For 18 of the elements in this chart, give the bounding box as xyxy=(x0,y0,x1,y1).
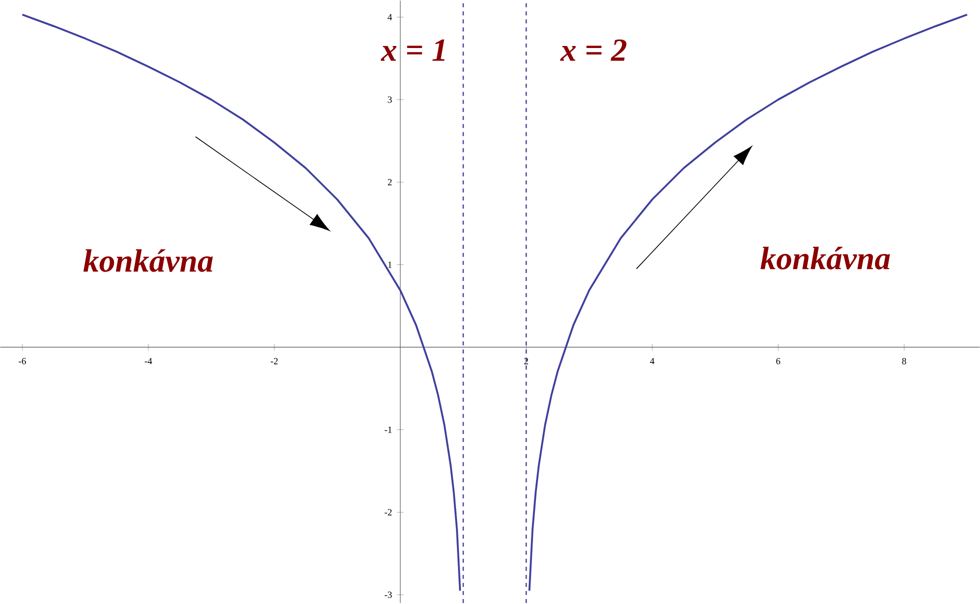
x-tick-label: 6 xyxy=(776,358,780,364)
y-tick-label: 2 xyxy=(388,179,392,186)
x-tick-label: 2 xyxy=(524,358,528,364)
y-tick-label: -3 xyxy=(384,592,392,598)
y-tick-label: -2 xyxy=(384,509,392,516)
ref-line-label: x = 1 xyxy=(380,40,444,61)
y-tick-label: 4 xyxy=(388,14,392,20)
x-tick-label: -2 xyxy=(270,358,278,364)
y-tick-label: 3 xyxy=(388,96,392,103)
x-tick-label: 8 xyxy=(902,358,906,364)
ref-line-label: x = 2 xyxy=(560,40,626,61)
y-tick-label: -1 xyxy=(384,426,392,434)
annotation: konkávna xyxy=(760,246,890,270)
annotation: konkávna xyxy=(83,249,213,272)
y-tick-label: 1 xyxy=(388,262,392,268)
x-tick-label: -6 xyxy=(18,358,26,364)
x-tick-label: 4 xyxy=(650,358,654,364)
x-tick-label: -4 xyxy=(144,358,152,364)
